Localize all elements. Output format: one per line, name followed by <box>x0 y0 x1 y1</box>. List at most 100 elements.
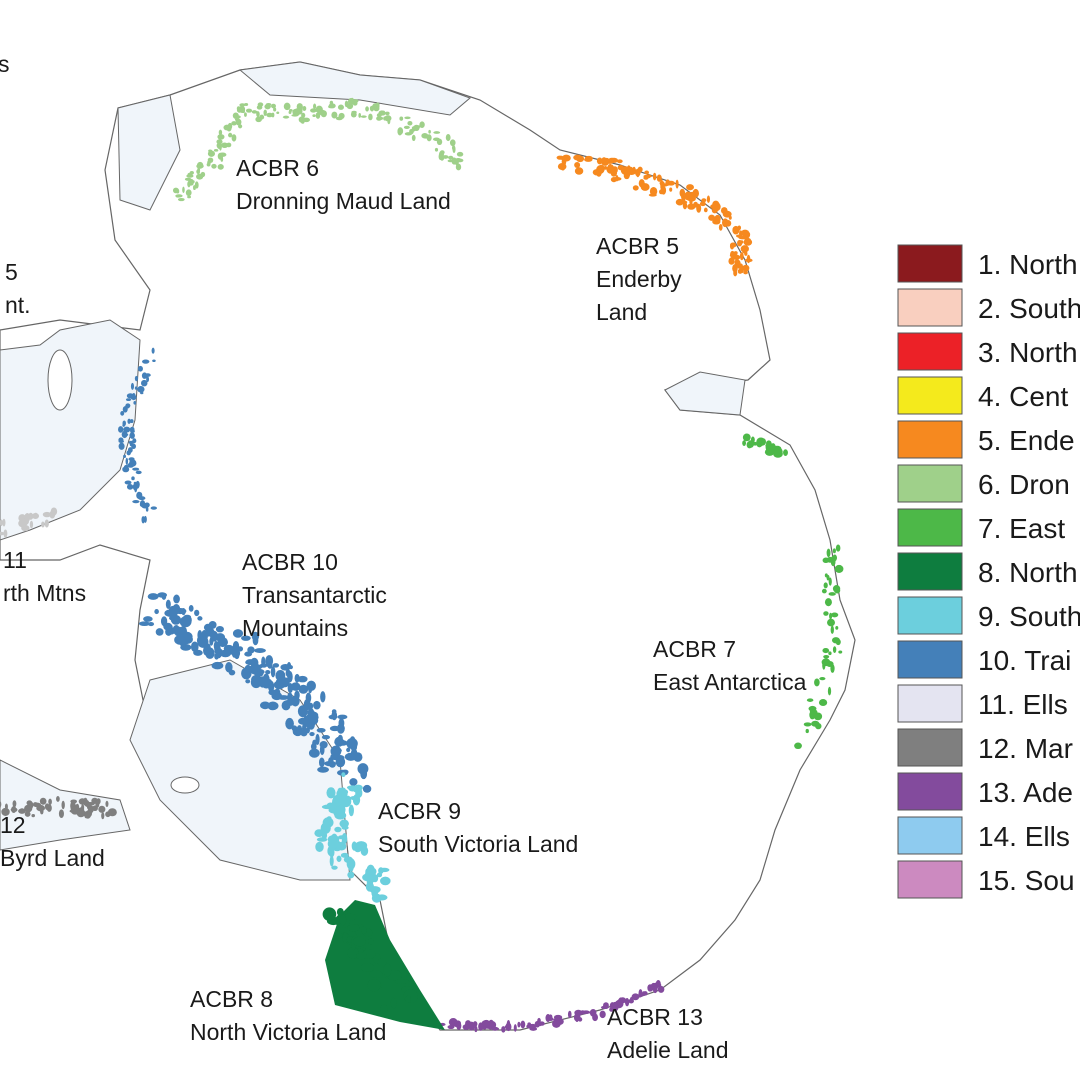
region-outcrop <box>346 858 356 870</box>
region-outcrop <box>348 804 354 817</box>
region-outcrop <box>309 732 315 737</box>
region-outcrop <box>327 846 333 856</box>
region-outcrop <box>207 150 215 157</box>
region-outcrop <box>125 398 132 402</box>
region-outcrop <box>574 1009 583 1016</box>
region-outcrop <box>321 831 328 840</box>
region-outcrop <box>337 714 348 720</box>
region-outcrop <box>452 159 460 163</box>
region-outcrop <box>823 655 830 659</box>
region-outcrop <box>44 519 49 528</box>
region-outcrop <box>315 733 320 745</box>
region-outcrop <box>384 115 392 122</box>
region-outcrop <box>336 907 344 917</box>
region-outcrop <box>129 442 133 447</box>
region-outcrop <box>806 698 814 702</box>
region-outcrop <box>394 978 410 985</box>
region-outcrop <box>267 662 273 669</box>
region-outcrop <box>675 179 679 189</box>
region-outcrop <box>608 163 613 170</box>
region-outcrop <box>647 984 653 992</box>
region-outcrop <box>298 684 309 694</box>
legend-swatch <box>897 508 963 547</box>
region-outcrop <box>538 1021 545 1026</box>
region-outcrop <box>567 1010 572 1019</box>
region-outcrop <box>134 485 138 493</box>
region-outcrop <box>315 112 321 119</box>
region-label: ACBR 8 <box>190 986 273 1012</box>
region-outcrop <box>828 577 832 586</box>
region-outcrop <box>577 1017 583 1022</box>
region-label: rth Mtns <box>3 580 86 606</box>
coastline <box>0 61 856 1031</box>
region-outcrop <box>548 1014 553 1020</box>
region-outcrop <box>340 852 349 858</box>
region-outcrop <box>682 201 688 210</box>
region-outcrop <box>227 122 233 130</box>
region-outcrop <box>33 802 38 806</box>
region-outcrop <box>308 682 313 694</box>
region-outcrop <box>129 459 137 467</box>
region-label: Enderby <box>596 266 682 292</box>
region-outcrop <box>744 258 753 263</box>
region-outcrop <box>313 103 317 110</box>
region-outcrop <box>122 466 130 473</box>
region-outcrop <box>137 385 145 393</box>
region-outcrop <box>315 841 324 853</box>
region-outcrop <box>4 803 8 810</box>
region-outcrop <box>728 215 732 220</box>
region-outcrop <box>648 193 657 197</box>
region-outcrop <box>637 166 643 173</box>
region-outcrop <box>296 103 303 110</box>
region-outcrop <box>76 810 86 818</box>
region-outcrop <box>130 382 135 390</box>
region-outcrop <box>346 747 351 753</box>
region-outcrop <box>350 749 358 756</box>
region-outcrop <box>134 386 138 390</box>
region-outcrop <box>367 938 374 945</box>
region-outcrop <box>126 483 134 490</box>
region-outcrop <box>803 722 812 727</box>
region-outcrop <box>217 146 222 149</box>
region-outcrop <box>405 995 412 1003</box>
region-outcrop <box>328 806 340 814</box>
region-outcrop <box>703 207 708 213</box>
region-outcrop <box>261 656 266 667</box>
region-outcrop <box>24 512 31 522</box>
region-outcrop <box>383 116 387 121</box>
region-outcrop <box>185 189 192 197</box>
legend-swatch <box>897 640 963 679</box>
region-outcrop <box>193 649 203 656</box>
region-outcrop <box>505 1022 512 1032</box>
region-outcrop <box>216 139 223 145</box>
region-outcrop <box>433 131 441 134</box>
region-outcrop <box>176 188 180 194</box>
region-outcrop <box>738 235 748 240</box>
region-outcrop <box>302 106 307 111</box>
region-outcrop <box>557 163 567 171</box>
legend-label: 1. North <box>978 249 1078 280</box>
region-outcrop <box>592 1013 598 1022</box>
region-outcrop <box>764 448 775 456</box>
region-outcrop <box>373 886 380 894</box>
region-outcrop <box>378 867 384 875</box>
region-outcrop <box>823 582 828 589</box>
region-outcrop <box>256 105 263 110</box>
region-label: East Antarctica <box>653 669 807 695</box>
region-outcrop <box>0 531 5 536</box>
region-outcrop <box>250 677 262 689</box>
region-outcrop <box>237 646 244 652</box>
region-outcrop <box>254 110 259 114</box>
ice-shelf <box>238 61 471 116</box>
region-outcrop <box>261 677 270 685</box>
region-outcrop <box>205 647 215 659</box>
region-outcrop <box>368 113 373 121</box>
region-outcrop <box>125 457 129 465</box>
region-outcrop <box>259 114 265 120</box>
region-outcrop <box>304 717 311 728</box>
legend-swatch <box>897 420 963 459</box>
region-outcrop <box>347 946 359 959</box>
region-outcrop <box>197 166 201 174</box>
region-outcrop <box>819 676 826 681</box>
region-outcrop <box>136 492 141 499</box>
